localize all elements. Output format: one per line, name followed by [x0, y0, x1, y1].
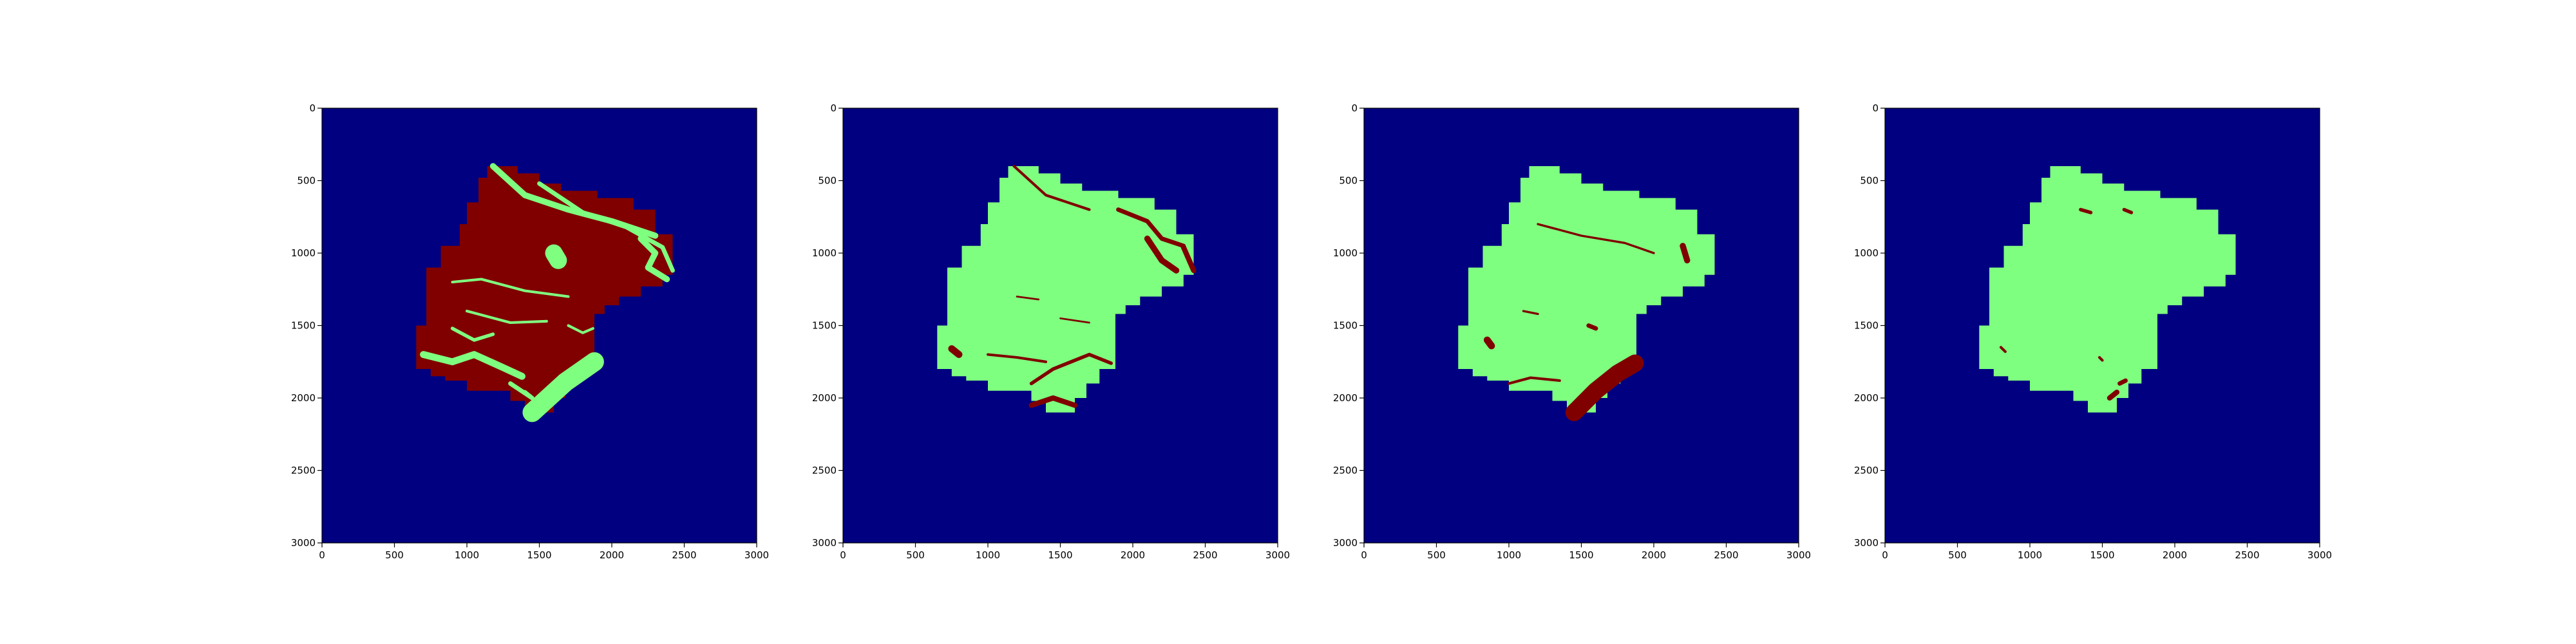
region-mask	[937, 166, 1194, 413]
y-tick-label: 0	[1872, 102, 1879, 114]
feature-line	[1059, 317, 1090, 324]
x-tick-label: 3000	[1265, 549, 1290, 561]
x-tick-label: 2500	[1714, 549, 1738, 561]
x-tick-label: 1500	[527, 549, 551, 561]
feature-line	[508, 381, 535, 401]
x-tick-label: 2000	[1121, 549, 1145, 561]
x-tick-label: 1500	[1048, 549, 1072, 561]
panel-1: 0 500 1000 1500 2000 2500 30000500100015002000…	[291, 102, 769, 561]
y-tick-label: 3000	[291, 537, 316, 549]
y-tick-label: 2500	[291, 465, 316, 477]
y-tick-label: 500	[1339, 175, 1358, 187]
y-tick-label: 2000	[1333, 392, 1358, 404]
feature-line	[567, 324, 594, 334]
x-tick-label: 1000	[976, 549, 1000, 561]
y-tick-label: 2500	[812, 465, 837, 477]
y-tick-label: 1500	[812, 320, 837, 332]
feature-line	[1016, 296, 1040, 301]
feature-line	[2122, 207, 2134, 214]
x-tick-label: 2000	[1642, 549, 1666, 561]
y-tick-label: 1500	[1854, 320, 1879, 332]
feature-line	[537, 181, 675, 273]
feature-line	[2107, 389, 2120, 401]
y-tick-label: 3000	[1854, 537, 1879, 549]
x-tick-label: 2000	[2163, 549, 2187, 561]
feature-line	[1028, 395, 1078, 408]
y-tick-label: 2500	[1854, 465, 1879, 477]
y-tick-label: 2000	[291, 392, 316, 404]
feature-line	[1029, 352, 1113, 386]
y-tick-label: 0	[830, 102, 837, 114]
x-tick-label: 2500	[1193, 549, 1217, 561]
feature-line	[948, 345, 963, 358]
x-tick-label: 500	[906, 549, 925, 561]
feature-line	[1586, 323, 1598, 331]
x-tick-label: 500	[385, 549, 404, 561]
panel-4: 0 500 1000 1500 2000 2500 30000500100015002000…	[1854, 102, 2332, 561]
feature-line	[2098, 355, 2104, 362]
feature-line	[1180, 244, 1197, 274]
x-tick-label: 3000	[2307, 549, 2332, 561]
x-tick-label: 0	[1882, 549, 1888, 561]
feature-line	[420, 351, 526, 380]
x-tick-label: 0	[319, 549, 325, 561]
feature-line	[1537, 223, 1655, 254]
x-tick-label: 2500	[2235, 549, 2259, 561]
region-mask	[416, 166, 673, 413]
y-tick-label: 2000	[812, 392, 837, 404]
x-tick-label: 1500	[1569, 549, 1593, 561]
x-tick-label: 1500	[2090, 549, 2114, 561]
feature-line	[1144, 235, 1180, 274]
y-tick-label: 2000	[1854, 392, 1879, 404]
x-tick-label: 500	[1427, 549, 1446, 561]
x-tick-label: 3000	[1786, 549, 1811, 561]
y-tick-label: 500	[818, 175, 837, 187]
x-tick-label: 500	[1948, 549, 1967, 561]
y-tick-label: 3000	[812, 537, 837, 549]
feature-line	[638, 235, 670, 283]
feature-line	[1507, 376, 1561, 385]
y-tick-label: 1500	[291, 320, 316, 332]
region-mask	[1458, 166, 1715, 413]
feature-line	[1999, 346, 2007, 354]
region-mask	[1979, 166, 2236, 413]
panel-2: 0 500 1000 1500 2000 2500 30000500100015002000…	[812, 102, 1290, 561]
feature-line	[1116, 207, 1186, 249]
y-tick-label: 500	[297, 175, 316, 187]
panel-3: 0 500 1000 1500 2000 2500 30000500100015002000…	[1333, 102, 1811, 561]
x-tick-label: 1000	[1497, 549, 1521, 561]
feature-line	[465, 309, 548, 325]
feature-line	[522, 352, 604, 422]
feature-line	[450, 327, 495, 342]
y-tick-label: 0	[1351, 102, 1358, 114]
x-tick-label: 2000	[600, 549, 624, 561]
y-tick-label: 1000	[812, 247, 837, 259]
feature-line	[2079, 207, 2093, 214]
feature-line	[986, 353, 1048, 363]
feature-line	[1012, 164, 1091, 211]
feature-line	[1522, 310, 1539, 316]
y-tick-label: 2500	[1333, 465, 1358, 477]
x-tick-label: 2500	[672, 549, 696, 561]
y-tick-label: 0	[309, 102, 316, 114]
feature-line	[451, 278, 570, 298]
x-tick-label: 1000	[455, 549, 479, 561]
x-tick-label: 0	[840, 549, 846, 561]
feature-line	[1680, 243, 1690, 263]
feature-line	[545, 244, 567, 269]
feature-line	[2117, 378, 2128, 386]
y-tick-label: 1000	[291, 247, 316, 259]
y-tick-label: 3000	[1333, 537, 1358, 549]
y-tick-label: 1000	[1854, 247, 1879, 259]
x-tick-label: 3000	[744, 549, 769, 561]
y-tick-label: 500	[1860, 175, 1879, 187]
feature-line	[1565, 354, 1644, 421]
x-tick-label: 1000	[2018, 549, 2042, 561]
x-tick-label: 0	[1361, 549, 1367, 561]
feature-line	[1483, 336, 1495, 350]
y-tick-label: 1500	[1333, 320, 1358, 332]
y-tick-label: 1000	[1333, 247, 1358, 259]
